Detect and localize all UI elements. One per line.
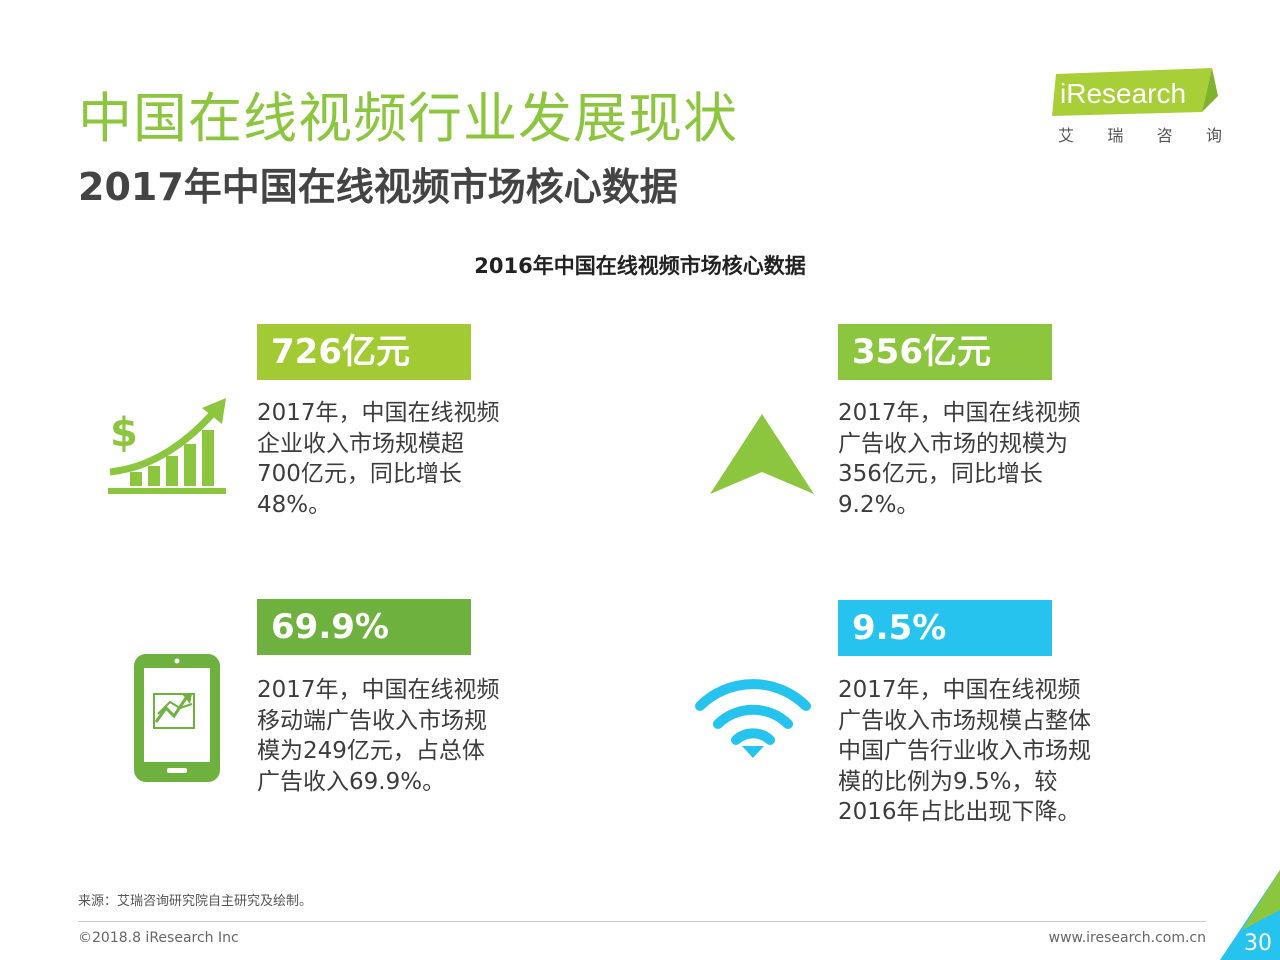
mobile-share-description: 2017年，中国在线视频 移动端广告收入市场规 模为249亿元，占总体 广告收入… <box>257 677 500 795</box>
up-arrow-icon <box>710 414 814 496</box>
page-title: 中国在线视频行业发展现状 <box>78 87 738 150</box>
page-number: 30 <box>1244 931 1272 956</box>
logo-char: 艾 <box>1058 126 1075 145</box>
wifi-icon <box>694 672 812 762</box>
logo-char: 询 <box>1205 126 1222 145</box>
footer-divider <box>78 921 1206 922</box>
logo-banner-shape <box>1052 68 1218 116</box>
svg-text:$: $ <box>110 410 138 456</box>
page-subtitle: 2017年中国在线视频市场核心数据 <box>78 165 678 209</box>
revenue-growth-icon: $ <box>106 396 228 496</box>
iresearch-logo: iResearch 艾 瑞 咨 询 <box>1052 66 1222 148</box>
page-corner-decoration <box>1220 870 1280 960</box>
logo-chinese-name: 艾 瑞 咨 询 <box>1058 122 1222 146</box>
mobile-share-value-badge: 69.9% <box>257 599 471 655</box>
copyright-text: ©2018.8 iResearch Inc <box>78 930 239 946</box>
ad-revenue-value-badge: 356亿元 <box>838 324 1052 380</box>
industry-share-value-badge: 9.5% <box>838 600 1052 656</box>
logo-wordmark: iResearch <box>1060 78 1187 109</box>
mobile-chart-icon <box>134 654 220 782</box>
logo-char: 瑞 <box>1107 126 1124 145</box>
logo-char: 咨 <box>1156 126 1173 145</box>
ad-revenue-description: 2017年，中国在线视频 广告收入市场的规模为 356亿元，同比增长 9.2%。 <box>838 400 1081 518</box>
website-link[interactable]: www.iresearch.com.cn <box>1048 930 1206 946</box>
industry-share-description: 2017年，中国在线视频 广告收入市场规模占整体 中国广告行业收入市场规 模的比… <box>838 677 1091 825</box>
revenue-description: 2017年，中国在线视频 企业收入市场规模超 700亿元，同比增长 48%。 <box>257 400 500 518</box>
revenue-value-badge: 726亿元 <box>257 324 471 380</box>
section-heading: 2016年中国在线视频市场核心数据 <box>474 254 806 278</box>
source-note: 来源：艾瑞咨询研究院自主研究及绘制。 <box>78 894 313 909</box>
